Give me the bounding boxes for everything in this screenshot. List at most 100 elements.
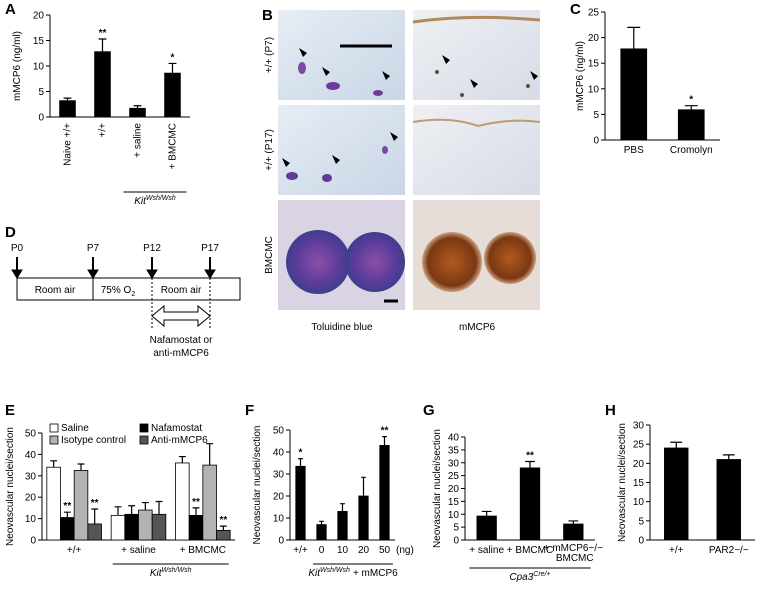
x-tick-label: +/+ <box>293 545 308 556</box>
legend-swatch <box>139 423 149 433</box>
y-tick-label: 40 <box>273 448 285 459</box>
bar <box>677 109 705 141</box>
bar <box>379 444 390 541</box>
bar <box>59 100 76 118</box>
y-tick-label: 0 <box>638 536 644 547</box>
y-tick-label: 0 <box>453 536 459 547</box>
timepoint: P12 <box>143 243 161 254</box>
bar <box>175 462 190 541</box>
error-bar <box>63 511 71 518</box>
y-axis-label: mMCP6 (ng/ml) <box>12 31 23 101</box>
legend-swatch <box>49 435 59 445</box>
x-tick-label: +/+ <box>98 123 109 138</box>
image <box>278 10 405 100</box>
x-tick-label: +/+ <box>67 545 82 556</box>
y-tick-label: 10 <box>33 62 45 73</box>
significance: ** <box>219 515 227 526</box>
x-tick-label: Naive +/+ <box>63 123 74 166</box>
error-bar <box>361 476 366 496</box>
error-bar <box>219 525 227 531</box>
phase-text: 75% O <box>101 285 132 296</box>
x-tick-label: + mMCP6−/− BMCMC <box>544 543 603 564</box>
legend-label: Anti-mMCP6 <box>151 435 208 446</box>
label-line: BMCMC <box>553 553 594 564</box>
y-tick-label: 15 <box>588 59 600 70</box>
error-bar <box>525 460 535 468</box>
x-unit: (ng) <box>396 545 414 556</box>
panel-letter: C <box>570 1 581 18</box>
bar <box>151 513 167 541</box>
legend-swatch <box>49 423 59 433</box>
y-tick-label: 20 <box>588 33 600 44</box>
error-bar <box>627 26 641 49</box>
bar <box>664 447 689 541</box>
x-tick-label: + BMCMC <box>507 545 553 556</box>
group-label-sup: Wsh/Wsh <box>146 195 176 202</box>
x-tick-label: + saline <box>133 123 144 158</box>
panel-letter: E <box>5 402 15 419</box>
row-label: BMCMC <box>264 236 275 274</box>
y-axis-label: Neovascular nuclei/section <box>617 423 628 542</box>
image <box>413 105 540 195</box>
timepoint: P17 <box>201 243 219 254</box>
bar <box>316 524 327 541</box>
bar <box>87 523 102 541</box>
y-tick-label: 30 <box>448 458 460 469</box>
bar <box>129 107 146 118</box>
group-label-sup: Cre/+ <box>533 571 550 578</box>
significance: ** <box>91 498 99 509</box>
y-tick-label: 30 <box>633 421 645 432</box>
phase: Room air <box>161 285 202 296</box>
error-bar <box>168 62 177 74</box>
error-bar <box>298 458 303 467</box>
treatment: anti-mMCP6 <box>153 348 209 359</box>
group-label-sup: Wsh/Wsh <box>162 567 192 574</box>
error-bar <box>98 38 107 52</box>
y-tick-label: 40 <box>25 450 37 461</box>
y-tick-label: 10 <box>25 514 37 525</box>
x-tick-label: + saline <box>121 545 156 556</box>
y-axis-label: Neovascular nuclei/section <box>432 429 443 548</box>
label-line: + mMCP6−/− <box>544 543 603 554</box>
y-tick-label: 40 <box>448 433 460 444</box>
error-bar <box>382 436 387 446</box>
group-label: KitWsh/Wsh <box>150 567 192 579</box>
y-tick-label: 5 <box>453 523 459 534</box>
panel-letter: D <box>5 224 16 241</box>
error-bar <box>481 510 492 517</box>
timeline <box>11 257 241 330</box>
group-label-sup: Wsh/Wsh <box>320 567 350 574</box>
significance: ** <box>381 426 389 437</box>
y-tick-label: 50 <box>25 429 37 440</box>
x-tick-label: + BMCMC <box>180 545 226 556</box>
significance: ** <box>526 450 534 461</box>
panel-letter: B <box>262 7 273 24</box>
x-tick-label: 0 <box>319 545 325 556</box>
error-bar <box>77 463 85 471</box>
column-label: mMCP6 <box>459 322 496 333</box>
panel-letter: H <box>605 402 616 419</box>
y-tick-label: 5 <box>38 87 44 98</box>
x-tick-label: 20 <box>358 545 370 556</box>
legend-label: Isotype control <box>61 435 126 446</box>
y-tick-label: 35 <box>448 445 460 456</box>
bar <box>358 495 369 541</box>
bar <box>94 51 111 118</box>
error-bar <box>206 443 214 466</box>
group-label-text: Kit <box>134 196 147 207</box>
row-label: +/+ (P17) <box>264 129 275 171</box>
bar <box>476 515 497 541</box>
phase: Room air <box>35 285 76 296</box>
image <box>413 10 540 100</box>
error-bar <box>178 455 186 463</box>
y-tick-label: 30 <box>25 471 37 482</box>
y-tick-label: 0 <box>30 536 36 547</box>
bar <box>164 72 181 118</box>
timepoint: P0 <box>11 243 24 254</box>
error-bar <box>50 460 58 468</box>
x-tick-label: 10 <box>337 545 349 556</box>
y-tick-label: 20 <box>33 11 45 22</box>
y-axis-label: Neovascular nuclei/section <box>5 427 16 546</box>
group-label-text: Kit <box>150 568 163 579</box>
